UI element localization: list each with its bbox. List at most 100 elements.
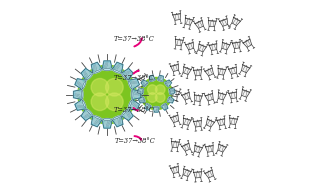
Polygon shape <box>169 89 175 94</box>
Polygon shape <box>205 68 213 76</box>
Polygon shape <box>132 89 141 100</box>
Ellipse shape <box>128 81 132 89</box>
Ellipse shape <box>125 113 130 118</box>
Polygon shape <box>195 20 204 28</box>
Polygon shape <box>218 144 226 152</box>
Polygon shape <box>242 89 250 97</box>
Polygon shape <box>75 79 86 90</box>
Ellipse shape <box>167 97 170 101</box>
Polygon shape <box>102 61 112 70</box>
Ellipse shape <box>81 90 83 99</box>
Circle shape <box>156 93 165 102</box>
Polygon shape <box>81 68 93 80</box>
Ellipse shape <box>125 71 130 76</box>
Ellipse shape <box>155 108 158 111</box>
Ellipse shape <box>169 89 170 94</box>
Ellipse shape <box>169 99 172 102</box>
Polygon shape <box>218 93 226 100</box>
Ellipse shape <box>167 81 170 84</box>
Ellipse shape <box>150 77 153 80</box>
Polygon shape <box>182 143 190 151</box>
Ellipse shape <box>82 81 86 89</box>
Circle shape <box>91 93 109 111</box>
Ellipse shape <box>146 106 149 108</box>
Polygon shape <box>242 65 250 73</box>
Polygon shape <box>153 107 159 112</box>
Ellipse shape <box>75 92 80 97</box>
Polygon shape <box>194 145 203 153</box>
Polygon shape <box>205 145 213 152</box>
Ellipse shape <box>94 70 101 73</box>
Ellipse shape <box>132 81 137 86</box>
Polygon shape <box>217 119 225 126</box>
Polygon shape <box>183 169 191 177</box>
Ellipse shape <box>147 104 151 106</box>
Ellipse shape <box>103 69 111 70</box>
Circle shape <box>147 93 157 102</box>
Polygon shape <box>73 89 82 100</box>
Polygon shape <box>232 42 240 49</box>
Ellipse shape <box>84 71 89 76</box>
Polygon shape <box>230 118 238 125</box>
Polygon shape <box>208 20 216 27</box>
Ellipse shape <box>93 119 99 124</box>
Polygon shape <box>137 89 143 94</box>
Polygon shape <box>218 68 226 75</box>
Ellipse shape <box>103 119 111 120</box>
Ellipse shape <box>122 74 128 80</box>
Ellipse shape <box>150 80 155 81</box>
Polygon shape <box>165 80 172 87</box>
Ellipse shape <box>113 70 121 73</box>
Ellipse shape <box>132 103 137 108</box>
Polygon shape <box>183 118 191 125</box>
Polygon shape <box>229 67 236 74</box>
Ellipse shape <box>144 83 148 87</box>
Polygon shape <box>183 67 191 74</box>
Text: T=37→38°C: T=37→38°C <box>115 137 155 145</box>
Polygon shape <box>232 17 241 26</box>
Polygon shape <box>128 99 139 110</box>
Ellipse shape <box>116 119 121 124</box>
Circle shape <box>156 85 165 94</box>
Polygon shape <box>121 109 133 121</box>
Polygon shape <box>185 42 194 50</box>
Polygon shape <box>194 172 202 178</box>
Polygon shape <box>141 80 148 87</box>
Polygon shape <box>173 13 180 20</box>
Ellipse shape <box>131 90 133 99</box>
Polygon shape <box>157 75 163 81</box>
Ellipse shape <box>82 100 86 108</box>
Polygon shape <box>171 64 178 71</box>
Ellipse shape <box>158 80 163 81</box>
Ellipse shape <box>142 89 144 94</box>
Polygon shape <box>205 93 213 101</box>
Ellipse shape <box>113 116 121 119</box>
Polygon shape <box>172 90 180 97</box>
Polygon shape <box>112 62 123 73</box>
Ellipse shape <box>128 100 132 108</box>
Text: T=37→38°C: T=37→38°C <box>114 106 155 114</box>
Circle shape <box>91 78 109 96</box>
Polygon shape <box>172 141 179 148</box>
Ellipse shape <box>140 99 143 102</box>
Ellipse shape <box>165 83 168 87</box>
Ellipse shape <box>78 103 82 108</box>
Polygon shape <box>128 79 139 90</box>
Ellipse shape <box>116 65 121 70</box>
Ellipse shape <box>143 81 146 84</box>
Text: T=37→38°C: T=37→38°C <box>114 35 155 43</box>
Polygon shape <box>167 97 174 103</box>
Ellipse shape <box>104 63 110 68</box>
Polygon shape <box>149 75 155 81</box>
Polygon shape <box>209 44 217 51</box>
Polygon shape <box>222 42 230 50</box>
Polygon shape <box>194 70 202 76</box>
Ellipse shape <box>134 92 139 97</box>
Circle shape <box>78 65 137 124</box>
Polygon shape <box>205 170 213 178</box>
Ellipse shape <box>84 113 89 118</box>
Ellipse shape <box>78 81 82 86</box>
Ellipse shape <box>93 65 99 70</box>
Polygon shape <box>185 18 193 25</box>
Polygon shape <box>91 116 102 127</box>
